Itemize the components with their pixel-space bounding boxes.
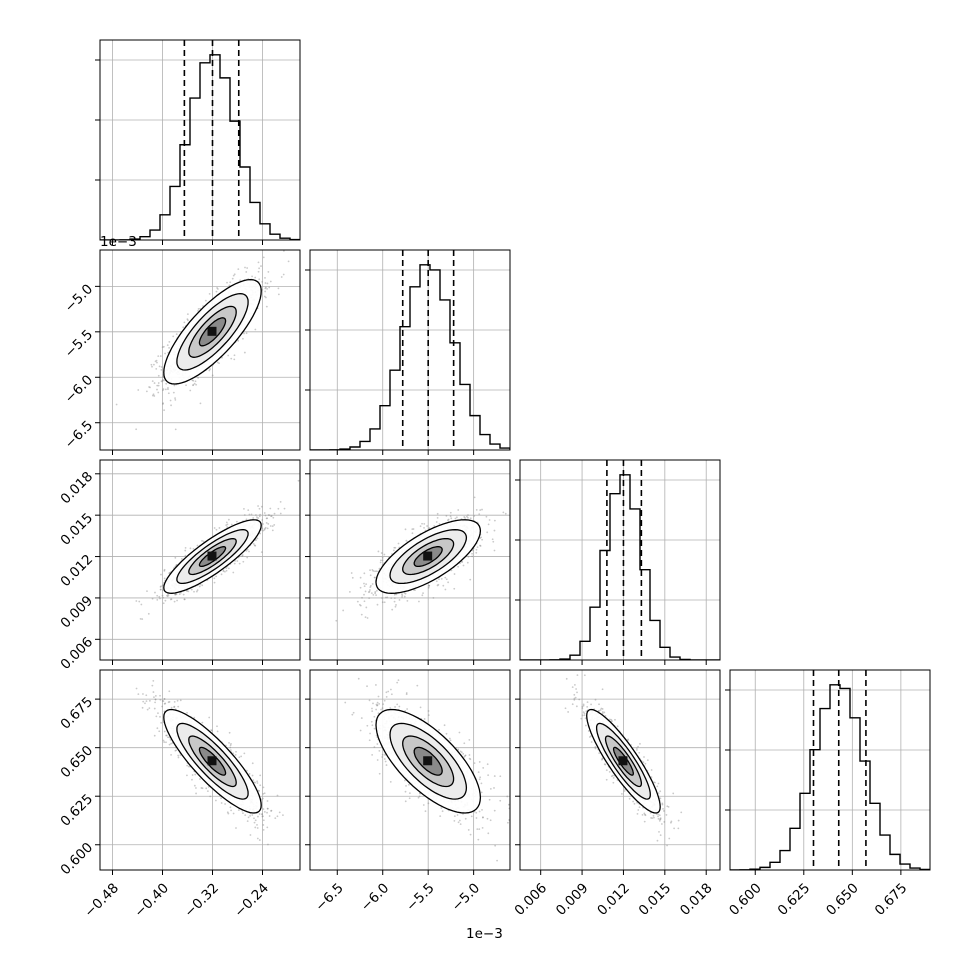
density-peak <box>423 756 433 766</box>
y-tick-label: 0.012 <box>58 551 97 590</box>
x-tick-label: −0.24 <box>231 880 272 921</box>
y-tick-label: −5.0 <box>62 281 96 315</box>
y-tick-label: −6.5 <box>62 418 96 452</box>
histogram-3 <box>730 684 930 870</box>
y-offset-label: 1e−3 <box>100 234 137 250</box>
y-tick-label: 0.006 <box>58 634 97 673</box>
x-tick-label: −0.48 <box>81 880 122 921</box>
x-tick-label: 0.600 <box>726 880 765 919</box>
y-tick-label: 0.009 <box>58 593 97 632</box>
panel-frame <box>309 249 511 451</box>
y-tick-label: 0.600 <box>58 840 97 879</box>
panel-0-0 <box>95 39 301 245</box>
panel-frame <box>519 669 721 871</box>
x-tick-label: −6.5 <box>312 880 346 914</box>
y-tick-label: −6.0 <box>62 372 96 406</box>
panel-3-0: −0.48 −0.40 −0.32 −0.24 0.600 0.625 0.650 0.675 <box>58 669 301 921</box>
x-tick-label: 0.015 <box>636 880 675 919</box>
density-peak <box>207 551 217 561</box>
y-tick-label: 0.018 <box>58 469 97 508</box>
panel-frame <box>519 459 721 661</box>
x-tick-label: −5.5 <box>403 880 437 914</box>
x-tick-label: 0.675 <box>872 880 911 919</box>
x-tick-label: 0.650 <box>823 880 862 919</box>
panel-3-3: 0.600 0.625 0.650 0.675 <box>725 669 931 919</box>
panel-2-2 <box>515 459 721 665</box>
x-tick-label: −0.32 <box>181 880 222 921</box>
panel-frame <box>99 459 301 661</box>
y-tick-label: 0.015 <box>58 510 97 549</box>
x-tick-label: 0.018 <box>677 880 716 919</box>
density-peak <box>423 551 433 561</box>
panel-1-0: −6.5 −6.0 −5.5 −5.0 <box>62 249 301 455</box>
x-tick-label: 0.625 <box>775 880 814 919</box>
panel-3-2: 0.006 0.009 0.012 0.015 0.018 <box>512 669 721 919</box>
x-tick-label: −5.0 <box>449 880 483 914</box>
histogram-0 <box>100 54 300 240</box>
y-tick-label: 0.650 <box>58 743 97 782</box>
x-tick-label: 0.009 <box>553 880 592 919</box>
panel-frame <box>99 249 301 451</box>
density-peak <box>207 326 217 336</box>
panel-2-1 <box>305 459 511 665</box>
panel-frame <box>729 669 931 871</box>
histogram-2 <box>520 474 720 660</box>
y-tick-label: 0.625 <box>58 791 97 830</box>
panel-frame <box>309 669 511 871</box>
panel-frame <box>309 459 511 661</box>
density-peak <box>207 756 217 766</box>
panel-frame <box>99 39 301 241</box>
y-tick-label: −5.5 <box>62 327 96 361</box>
x-tick-label: 0.006 <box>512 880 551 919</box>
panel-1-1 <box>305 249 511 455</box>
x-tick-label: −0.40 <box>131 880 172 921</box>
panel-3-1: −6.5 −6.0 −5.5 −5.0 <box>305 669 511 915</box>
x-tick-label: 0.012 <box>594 880 633 919</box>
x-offset-label: 1e−3 <box>466 926 503 942</box>
panel-frame <box>99 669 301 871</box>
histogram-1 <box>310 264 510 450</box>
y-tick-label: 0.675 <box>58 694 97 733</box>
x-tick-label: −6.0 <box>358 880 392 914</box>
density-peak <box>618 756 628 766</box>
